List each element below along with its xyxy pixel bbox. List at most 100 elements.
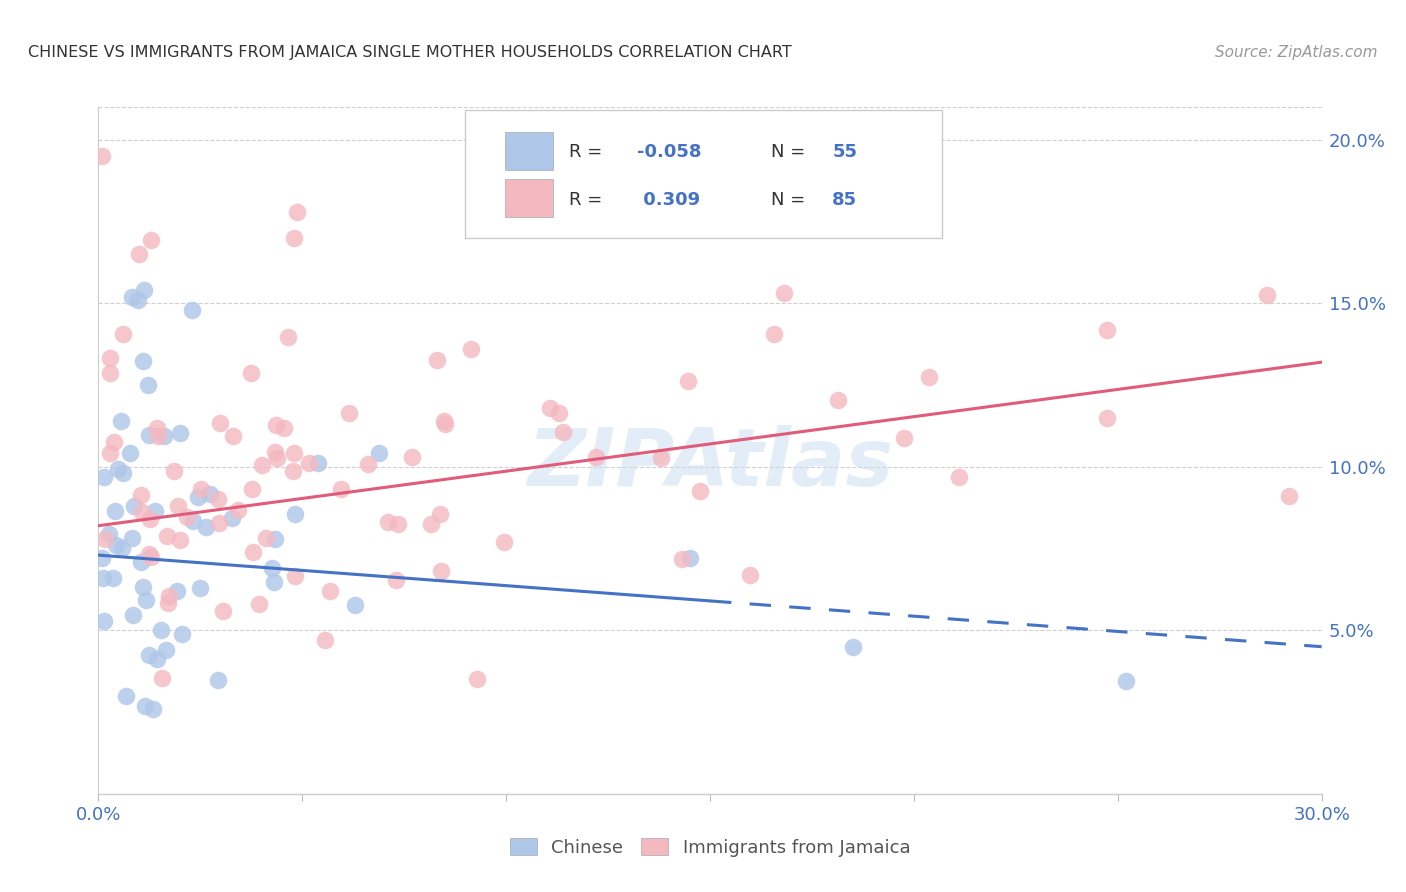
Point	[132, 283, 155, 297]
Point	[208, 416, 231, 430]
FancyBboxPatch shape	[465, 111, 942, 237]
Point	[122, 500, 145, 514]
Text: -0.058: -0.058	[637, 143, 702, 161]
Point	[319, 584, 342, 599]
Point	[679, 550, 702, 565]
Point	[283, 446, 305, 460]
Point	[314, 632, 336, 647]
Point	[553, 425, 575, 439]
Point	[1095, 411, 1118, 425]
Point	[367, 446, 389, 460]
Point	[538, 401, 561, 415]
Point	[194, 520, 217, 534]
Point	[283, 231, 305, 245]
Point	[240, 366, 263, 380]
Point	[221, 511, 243, 525]
Point	[277, 330, 299, 344]
Point	[91, 149, 114, 163]
Point	[138, 547, 160, 561]
Point	[127, 293, 149, 307]
Text: N =: N =	[772, 191, 811, 209]
FancyBboxPatch shape	[505, 132, 554, 170]
Point	[650, 451, 672, 466]
Point	[138, 648, 160, 662]
Point	[430, 564, 453, 578]
Point	[93, 469, 115, 483]
Point	[226, 503, 249, 517]
Point	[419, 517, 441, 532]
Point	[112, 467, 135, 481]
Point	[155, 643, 177, 657]
Point	[263, 574, 285, 589]
Point	[98, 351, 121, 365]
Point	[763, 326, 786, 341]
Point	[285, 204, 308, 219]
Point	[678, 374, 700, 388]
Point	[163, 464, 186, 478]
Text: R =: R =	[569, 143, 609, 161]
Point	[120, 446, 142, 460]
Point	[129, 488, 152, 502]
Point	[134, 699, 156, 714]
Point	[433, 413, 456, 427]
Text: 85: 85	[832, 191, 858, 209]
Point	[121, 531, 143, 545]
Point	[167, 499, 190, 513]
Point	[356, 457, 378, 471]
Point	[97, 527, 120, 541]
Point	[264, 417, 287, 432]
Point	[146, 652, 169, 666]
Point	[773, 285, 796, 300]
Text: CHINESE VS IMMIGRANTS FROM JAMAICA SINGLE MOTHER HOUSEHOLDS CORRELATION CHART: CHINESE VS IMMIGRANTS FROM JAMAICA SINGL…	[28, 45, 792, 60]
Point	[135, 593, 157, 607]
Point	[492, 535, 515, 549]
Text: N =: N =	[772, 143, 811, 161]
Point	[263, 533, 285, 547]
Point	[112, 327, 135, 342]
Point	[146, 420, 169, 434]
Point	[250, 458, 273, 473]
Point	[337, 406, 360, 420]
Point	[262, 561, 284, 575]
Point	[208, 516, 231, 530]
Point	[131, 581, 153, 595]
Point	[111, 541, 134, 555]
Point	[91, 550, 114, 565]
Point	[129, 555, 152, 569]
Point	[188, 581, 211, 595]
Point	[169, 425, 191, 440]
Point	[131, 354, 153, 368]
Point	[284, 568, 307, 582]
Point	[429, 508, 451, 522]
Point	[139, 512, 162, 526]
Point	[344, 598, 367, 612]
Point	[110, 414, 132, 428]
Point	[121, 607, 143, 622]
Point	[1097, 323, 1119, 337]
Point	[138, 428, 160, 442]
Point	[240, 482, 263, 496]
Point	[585, 450, 607, 465]
Point	[157, 589, 180, 603]
Point	[460, 342, 482, 356]
Point	[105, 538, 128, 552]
Point	[284, 508, 307, 522]
FancyBboxPatch shape	[505, 179, 554, 217]
Point	[101, 570, 124, 584]
Point	[548, 406, 571, 420]
Legend: Chinese, Immigrants from Jamaica: Chinese, Immigrants from Jamaica	[502, 831, 918, 863]
Point	[264, 445, 287, 459]
Point	[434, 417, 457, 431]
Point	[247, 597, 270, 611]
Point	[387, 516, 409, 531]
Point	[242, 545, 264, 559]
Point	[689, 484, 711, 499]
Point	[180, 302, 202, 317]
Point	[221, 429, 243, 443]
Point	[207, 673, 229, 687]
Point	[254, 531, 277, 545]
Point	[181, 514, 204, 528]
Point	[141, 233, 163, 247]
Point	[93, 571, 115, 585]
Point	[465, 673, 488, 687]
